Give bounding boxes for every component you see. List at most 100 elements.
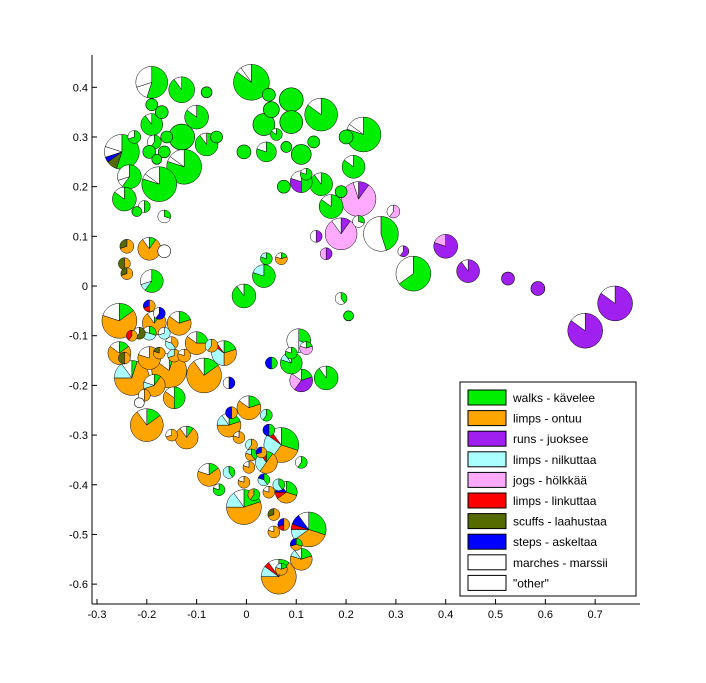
pie-marker	[134, 397, 145, 409]
pie-marker	[318, 194, 344, 219]
pie-slice	[262, 87, 276, 102]
pie-marker	[242, 461, 256, 474]
pie-slice	[167, 348, 175, 358]
pie-slice	[299, 341, 307, 349]
pie-slice	[231, 406, 238, 419]
pie-slice	[285, 346, 298, 360]
pie-marker	[299, 341, 313, 355]
pie-slice	[151, 154, 163, 165]
pie-marker	[260, 252, 273, 265]
pie-slice	[343, 310, 354, 322]
pie-slice	[260, 252, 267, 260]
pie-slice	[275, 567, 288, 576]
pie-marker	[285, 346, 298, 360]
pie-slice	[271, 128, 277, 135]
pie-marker	[200, 86, 213, 99]
legend-label: runs - juoksee	[513, 432, 589, 446]
pie-marker	[340, 181, 377, 217]
legend-label: "other"	[513, 576, 549, 590]
legend-swatch	[467, 554, 507, 571]
x-tick-label: 0.3	[388, 609, 403, 621]
pie-slice	[222, 466, 233, 479]
x-tick-label: 0.1	[289, 609, 304, 621]
pie-marker	[279, 87, 304, 112]
pie-marker	[157, 209, 171, 224]
pie-slice	[144, 113, 153, 126]
pie-slice	[169, 311, 180, 324]
pie-slice	[307, 97, 322, 116]
pie-marker	[280, 141, 293, 153]
pie-slice	[279, 110, 304, 134]
y-tick-label: -0.4	[69, 480, 88, 492]
pie-slice	[277, 179, 291, 194]
pie-marker	[210, 130, 223, 144]
pie-marker	[157, 145, 171, 159]
legend-label: limps - nilkuttaa	[513, 453, 597, 467]
pie-slice	[250, 488, 261, 501]
pie-marker	[226, 489, 262, 525]
pie-slice	[530, 281, 546, 296]
pie-marker	[272, 478, 286, 491]
pie-marker	[290, 144, 312, 165]
pie-slice	[236, 400, 262, 420]
pie-slice	[389, 204, 401, 219]
pie-marker	[151, 154, 163, 165]
pie-slice	[126, 329, 133, 341]
pie-slice	[600, 285, 616, 304]
pie-marker	[501, 271, 515, 286]
y-tick-label: 0.4	[73, 82, 88, 94]
pie-slice	[228, 376, 236, 390]
pie-marker	[307, 135, 320, 149]
legend-label: jogs - hölkkää	[512, 473, 587, 487]
pie-slice	[308, 511, 327, 536]
pie-marker	[153, 307, 166, 320]
pie-slice	[321, 194, 332, 208]
pie-slice	[165, 428, 172, 438]
pie-slice	[259, 453, 278, 474]
pie-marker	[120, 267, 134, 280]
pie-slice	[232, 431, 246, 444]
pie-marker	[222, 376, 236, 390]
pie-marker	[252, 113, 276, 136]
y-tick-label: -0.5	[69, 529, 88, 541]
y-tick-label: 0.2	[73, 182, 88, 194]
pie-slice	[232, 431, 240, 438]
legend-swatch	[467, 533, 507, 550]
pie-marker	[334, 185, 348, 198]
pie-slice	[338, 129, 354, 145]
pie-marker	[247, 488, 261, 501]
pie-marker	[363, 216, 399, 252]
legend: walks - kävelee limps - ontuu runs - juoks…	[459, 381, 637, 597]
pie-marker	[165, 428, 178, 442]
pie-slice	[307, 135, 320, 149]
pie-slice	[398, 255, 432, 292]
x-tick-label: 0.2	[338, 609, 353, 621]
pie-slice	[210, 130, 223, 144]
pie-slice	[461, 259, 469, 272]
pie-marker	[324, 217, 358, 250]
legend-swatch	[467, 492, 507, 509]
pie-slice	[334, 292, 345, 305]
pie-marker	[163, 386, 186, 410]
legend-swatch	[467, 513, 507, 530]
pie-slice	[149, 299, 156, 313]
pie-slice	[299, 168, 313, 181]
pie-marker	[310, 230, 323, 243]
y-tick-label: -0.3	[69, 430, 88, 442]
y-tick-label: -0.6	[69, 579, 88, 591]
pie-slice	[279, 87, 304, 112]
pie-marker	[233, 64, 270, 101]
y-tick-label: -0.2	[69, 380, 88, 392]
pie-slice	[177, 348, 185, 356]
pie-marker	[141, 166, 177, 202]
y-tick-label: 0	[82, 281, 88, 293]
pie-slice	[128, 329, 138, 342]
pie-marker	[313, 365, 339, 391]
pie-marker	[142, 145, 157, 159]
pie-slice	[352, 181, 359, 200]
pie-marker	[197, 463, 221, 487]
pie-slice	[163, 391, 175, 410]
pie-slice	[207, 338, 219, 353]
pie-slice	[261, 562, 297, 595]
pie-slice	[143, 299, 150, 309]
